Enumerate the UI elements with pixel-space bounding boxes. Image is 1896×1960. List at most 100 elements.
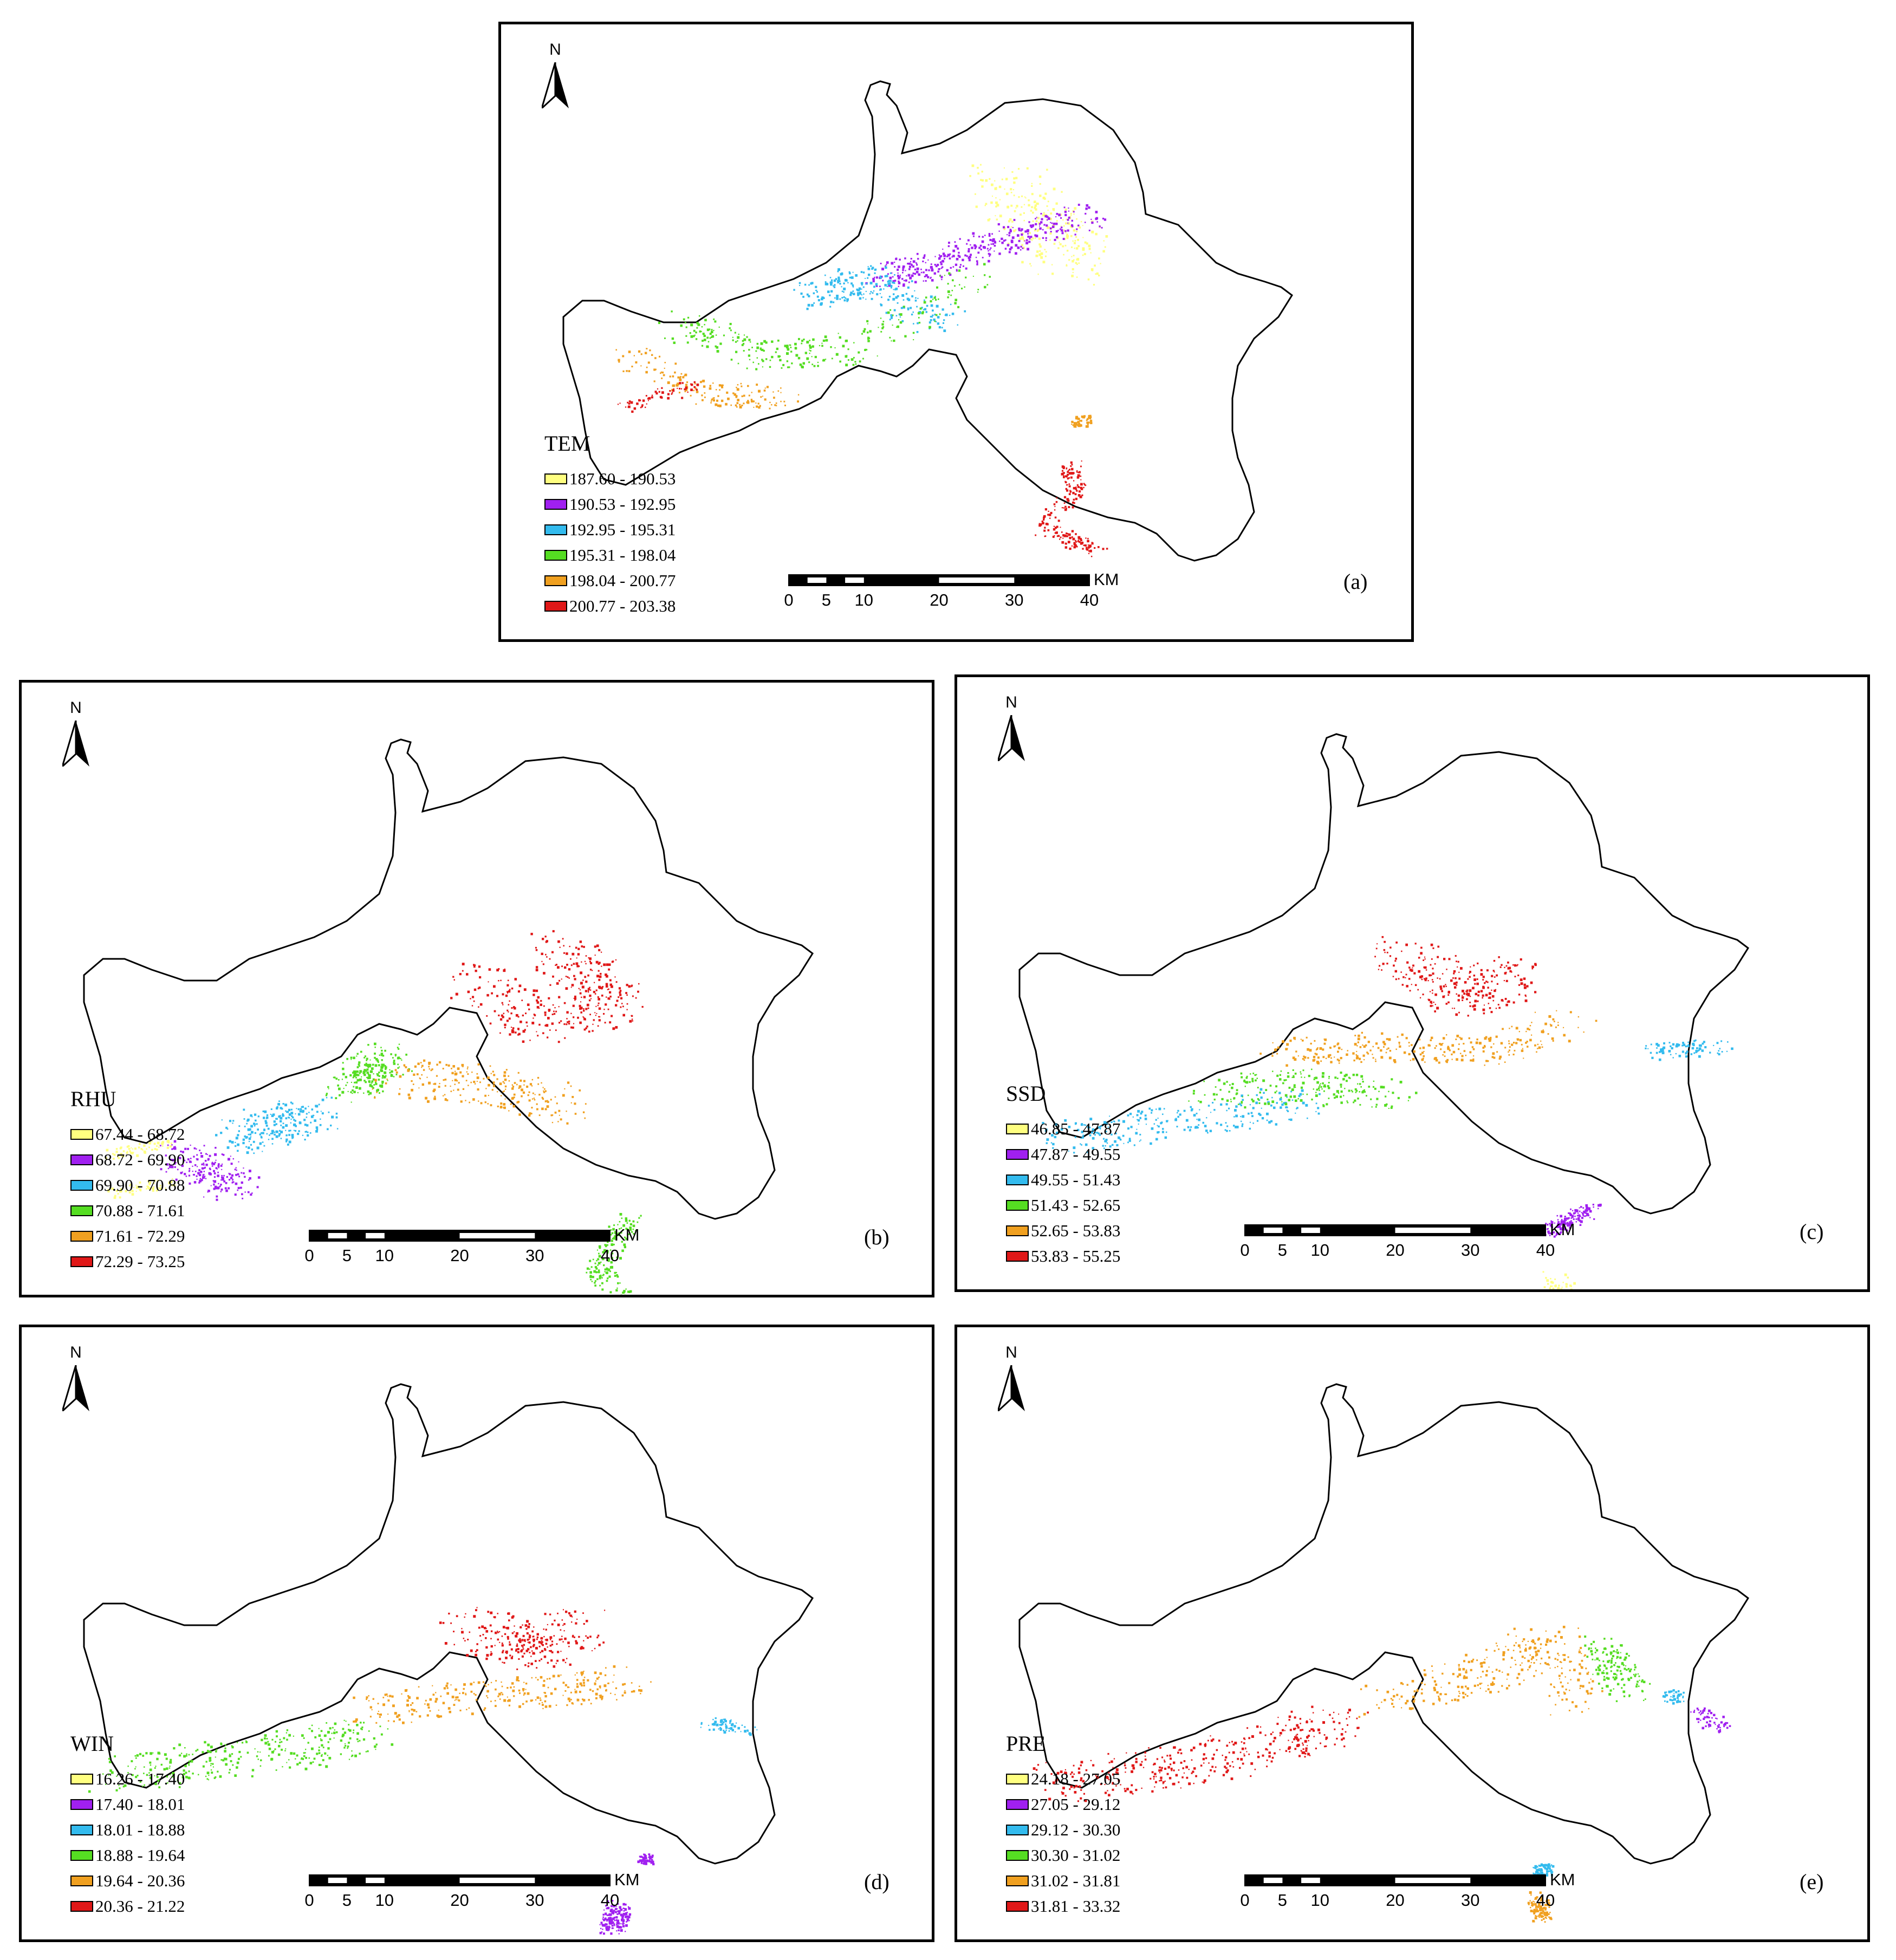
- legend-label: 190.53 - 192.95: [569, 494, 676, 514]
- scale-tick-label: 40: [1536, 1241, 1555, 1260]
- legend-swatch: [70, 1875, 93, 1886]
- legend-swatch: [70, 1799, 93, 1810]
- legend: PRE 24.18 - 27.05 27.05 - 29.12 29.12 - 30.…: [1006, 1731, 1277, 1919]
- legend-label: 18.01 - 18.88: [95, 1820, 185, 1839]
- scale-bar-graphic: [788, 574, 1090, 586]
- legend-label: 29.12 - 30.30: [1031, 1820, 1121, 1839]
- class-5-pixels: [1259, 1010, 1598, 1067]
- scale-bar: KM 0 5 10 20 30 40: [784, 570, 1135, 623]
- scale-bar: KM 0 5 10 20 30 40: [1240, 1870, 1591, 1923]
- legend-swatch: [70, 1256, 93, 1267]
- class-4-pixels: [325, 1042, 413, 1103]
- legend-label: 68.72 - 69.90: [95, 1150, 185, 1169]
- map-panel-e: N PRE 24.18 - 27.05 27.05 - 29.12 29.12 - 30…: [955, 1325, 1870, 1942]
- class-5-pixels: [372, 1059, 587, 1125]
- legend-item: 67.44 - 68.72: [70, 1121, 341, 1147]
- scale-tick-label: 40: [1080, 590, 1099, 609]
- scale-tick-label: 40: [600, 1891, 620, 1910]
- scale-tick-label: 30: [1005, 590, 1024, 609]
- district-map: [562, 80, 1294, 562]
- legend-swatch: [1006, 1225, 1029, 1236]
- panel-label: (b): [864, 1225, 889, 1249]
- legend-item: 19.64 - 20.36: [70, 1868, 341, 1893]
- legend-label: 187.60 - 190.53: [569, 469, 676, 488]
- scale-tick-label: 30: [1461, 1891, 1480, 1910]
- legend-label: 52.65 - 53.83: [1031, 1221, 1121, 1240]
- legend-label: 47.87 - 49.55: [1031, 1144, 1121, 1164]
- scale-tick-label: 10: [1310, 1241, 1330, 1260]
- legend-label: 46.85 - 47.87: [1031, 1119, 1121, 1138]
- scale-tick-label: 5: [821, 590, 832, 609]
- legend-item: 72.29 - 73.25: [70, 1249, 341, 1274]
- class-1-pixels: [969, 164, 1108, 286]
- scale-tick-label: 0: [304, 1891, 314, 1910]
- district-map: [83, 738, 814, 1295]
- legend-label: 20.36 - 21.22: [95, 1896, 185, 1916]
- north-label: N: [549, 41, 561, 59]
- scale-bar: KM 0 5 10 20 30 40: [304, 1870, 655, 1923]
- north-arrow: N: [992, 693, 1030, 764]
- legend-title: SSD: [1006, 1081, 1046, 1106]
- scale-tick-label: 0: [304, 1246, 314, 1265]
- legend-swatch: [1006, 1123, 1029, 1134]
- panel-label: (e): [1800, 1870, 1824, 1894]
- legend-item: 18.01 - 18.88: [70, 1817, 341, 1842]
- legend-item: 69.90 - 70.88: [70, 1172, 341, 1198]
- legend-item: 68.72 - 69.90: [70, 1147, 341, 1172]
- class-2-pixels: [637, 1853, 655, 1866]
- legend-item: 17.40 - 18.01: [70, 1792, 341, 1817]
- scale-tick-label: 40: [1536, 1891, 1555, 1910]
- legend-swatch: [1006, 1875, 1029, 1886]
- district-map: [83, 1383, 814, 1935]
- north-arrow: N: [536, 41, 574, 111]
- legend-swatch: [70, 1849, 93, 1861]
- legend-item: 31.81 - 33.32: [1006, 1893, 1277, 1919]
- legend-item: 71.61 - 72.29: [70, 1223, 341, 1249]
- legend-swatch: [70, 1205, 93, 1216]
- legend-item: 200.77 - 203.38: [544, 593, 815, 619]
- legend-label: 16.26 - 17.40: [95, 1769, 185, 1788]
- scale-unit: KM: [614, 1225, 640, 1244]
- north-arrow-icon: [998, 1365, 1025, 1411]
- district-map: [1018, 733, 1750, 1289]
- scale-tick-label: 10: [375, 1246, 394, 1265]
- legend-label: 17.40 - 18.01: [95, 1794, 185, 1814]
- class-5-pixels: [353, 1665, 652, 1724]
- legend-item: 70.88 - 71.61: [70, 1198, 341, 1223]
- legend-item: 46.85 - 47.87: [1006, 1116, 1277, 1141]
- class-6-pixels: [450, 930, 644, 1043]
- north-label: N: [70, 699, 82, 717]
- legend-item: 24.18 - 27.05: [1006, 1766, 1277, 1792]
- class-1-pixels: [107, 1178, 176, 1199]
- legend-swatch: [1006, 1773, 1029, 1784]
- scale-tick-label: 10: [854, 590, 874, 609]
- scale-tick-label: 30: [1461, 1241, 1480, 1260]
- legend-label: 49.55 - 51.43: [1031, 1170, 1121, 1189]
- legend-swatch: [70, 1128, 93, 1140]
- class-3-pixels: [700, 1717, 758, 1736]
- legend-title: TEM: [544, 431, 590, 456]
- legend-swatch: [1006, 1799, 1029, 1810]
- legend-swatch: [70, 1773, 93, 1784]
- legend-swatch: [1006, 1250, 1029, 1262]
- legend-item: 187.60 - 190.53: [544, 466, 815, 491]
- class-4-pixels: [1584, 1636, 1651, 1702]
- legend-label: 70.88 - 71.61: [95, 1200, 185, 1220]
- map-panel-a: N TEM 187.60 - 190.53 190.53 - 192.95 192.95…: [498, 22, 1414, 642]
- legend-label: 69.90 - 70.88: [95, 1175, 185, 1195]
- legend-label: 200.77 - 203.38: [569, 596, 676, 615]
- district-boundary: [83, 738, 814, 1220]
- class-6-pixels: [1033, 1705, 1369, 1802]
- class-3-pixels: [1042, 1088, 1321, 1154]
- class-6-pixels: [1374, 936, 1537, 1017]
- scale-tick-label: 5: [342, 1891, 352, 1910]
- legend-item: 190.53 - 192.95: [544, 491, 815, 517]
- legend-swatch: [544, 600, 567, 612]
- legend: RHU 67.44 - 68.72 68.72 - 69.90 69.90 - 70.…: [70, 1086, 341, 1274]
- scale-bar-graphic: [309, 1874, 611, 1886]
- scale-tick-label: 5: [342, 1246, 352, 1265]
- class-3-pixels: [1645, 1039, 1733, 1061]
- legend: TEM 187.60 - 190.53 190.53 - 192.95 192.95 …: [544, 431, 815, 619]
- legend-label: 192.95 - 195.31: [569, 520, 676, 539]
- legend-swatch: [70, 1900, 93, 1912]
